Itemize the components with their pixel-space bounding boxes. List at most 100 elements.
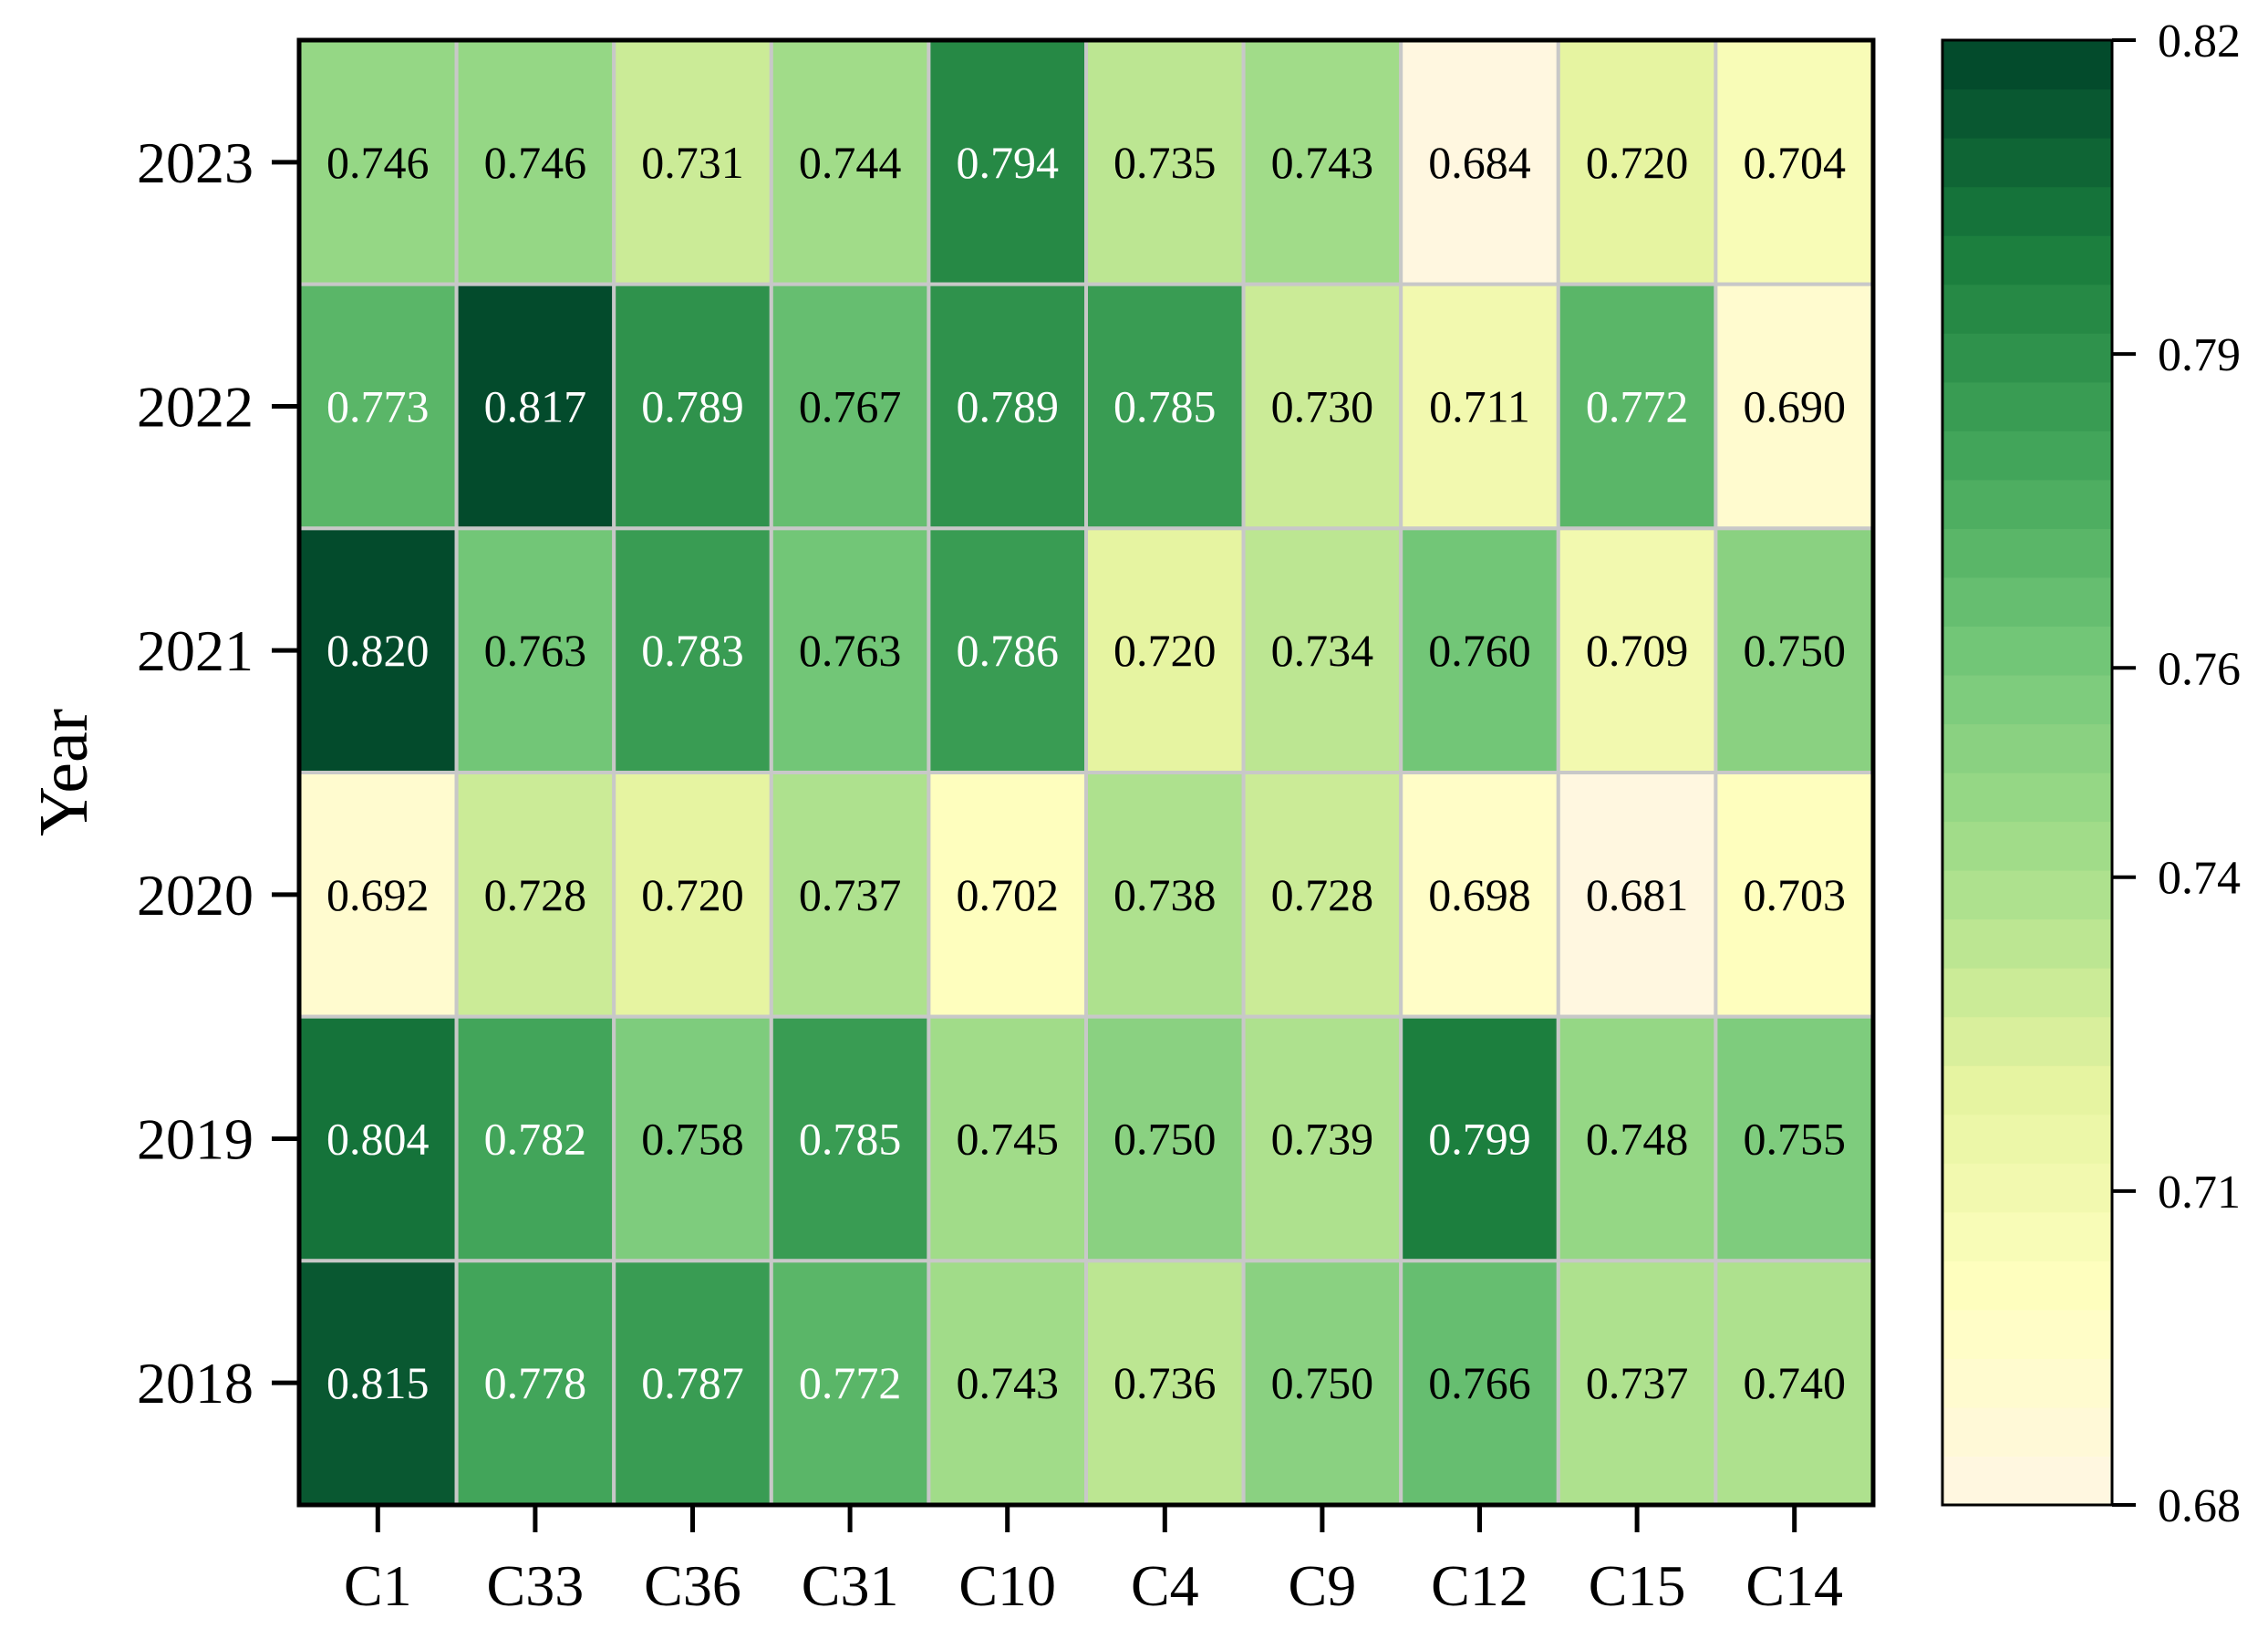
heatmap-cell-2022-c12 <box>1399 282 1560 531</box>
cell-value-label: 0.785 <box>1113 381 1217 432</box>
colorbar-band <box>1942 88 2112 139</box>
heatmap-cell-2020-c15 <box>1556 771 1718 1019</box>
heatmap-cell-2018-c15 <box>1556 1259 1718 1508</box>
cell-value-label: 0.743 <box>956 1357 1059 1408</box>
cell-value-label: 0.746 <box>484 137 587 188</box>
colorbar-band <box>1942 528 2112 578</box>
heatmap-cells: 0.746 0.746 0.731 0.744 0.794 0.735 0.743 0.684… <box>297 38 1876 1508</box>
heatmap-cell-2020-c1 <box>297 771 459 1019</box>
x-tick-label: C1 <box>344 1553 412 1618</box>
x-tick-label: C31 <box>802 1553 899 1618</box>
heatmap-cell-2021-c1 <box>297 526 459 774</box>
x-tick-label: C15 <box>1589 1553 1686 1618</box>
heatmap-cell-2023-c14 <box>1714 38 1876 286</box>
heatmap-cell-2022-c31 <box>769 282 931 531</box>
colorbar-band <box>1942 40 2112 90</box>
cell-value-label: 0.750 <box>1743 625 1846 676</box>
cell-value-label: 0.804 <box>326 1114 430 1165</box>
heatmap-cell-2023-c4 <box>1084 38 1246 286</box>
colorbar-tick-label: 0.74 <box>2158 853 2241 905</box>
cell-value-label: 0.763 <box>484 625 587 676</box>
cell-value-label: 0.787 <box>641 1357 744 1408</box>
cell-value-label: 0.744 <box>799 137 902 188</box>
colorbar-band <box>1942 1114 2112 1164</box>
heatmap-cell-2022-c14 <box>1714 282 1876 531</box>
x-tick-label: C12 <box>1431 1553 1528 1618</box>
cell-value-label: 0.785 <box>799 1114 902 1165</box>
colorbar-band <box>1942 626 2112 676</box>
cell-value-label: 0.720 <box>1113 625 1217 676</box>
heatmap-cell-2023-c1 <box>297 38 459 286</box>
heatmap-cell-2021-c36 <box>612 526 773 774</box>
heatmap-cell-2020-c4 <box>1084 771 1246 1019</box>
x-tick-label: C4 <box>1131 1553 1199 1618</box>
cell-value-label: 0.766 <box>1428 1357 1531 1408</box>
cell-value-label: 0.815 <box>326 1357 430 1408</box>
cell-value-label: 0.728 <box>484 869 587 920</box>
heatmap-cell-2018-c4 <box>1084 1259 1246 1508</box>
colorbar-band <box>1942 1358 2112 1408</box>
cell-value-label: 0.730 <box>1271 381 1374 432</box>
cell-value-label: 0.799 <box>1428 1114 1531 1165</box>
x-tick-label: C10 <box>958 1553 1056 1618</box>
cell-value-label: 0.748 <box>1586 1114 1689 1165</box>
colorbar-tick-label: 0.68 <box>2158 1480 2241 1532</box>
cell-value-label: 0.746 <box>326 137 430 188</box>
colorbar-band <box>1942 333 2112 383</box>
colorbar-band <box>1942 479 2112 529</box>
heatmap-cell-2019-c4 <box>1084 1014 1246 1263</box>
y-tick-label: 2019 <box>137 1107 254 1172</box>
cell-value-label: 0.711 <box>1429 381 1530 432</box>
x-tick-label: C9 <box>1289 1553 1357 1618</box>
cell-value-label: 0.789 <box>956 381 1059 432</box>
cell-value-label: 0.704 <box>1743 137 1846 188</box>
cell-value-label: 0.690 <box>1743 381 1846 432</box>
cell-value-label: 0.760 <box>1428 625 1531 676</box>
colorbar-band <box>1942 1065 2112 1115</box>
colorbar-band <box>1942 235 2112 285</box>
colorbar-band <box>1942 723 2112 773</box>
cell-value-label: 0.786 <box>956 625 1059 676</box>
colorbar-band <box>1942 773 2112 823</box>
cell-value-label: 0.684 <box>1428 137 1531 188</box>
heatmap-cell-2019-c10 <box>927 1014 1089 1263</box>
colorbar-band <box>1942 968 2112 1018</box>
y-axis-title: Year <box>26 709 102 836</box>
colorbar-band <box>1942 918 2112 969</box>
heatmap-cell-2018-c31 <box>769 1259 931 1508</box>
cell-value-label: 0.702 <box>956 869 1059 920</box>
heatmap-cell-2021-c15 <box>1556 526 1718 774</box>
y-tick-label: 2018 <box>137 1351 254 1416</box>
cell-value-label: 0.698 <box>1428 869 1531 920</box>
cell-value-label: 0.681 <box>1586 869 1689 920</box>
y-tick-label: 2021 <box>137 618 254 683</box>
cell-value-label: 0.739 <box>1271 1114 1374 1165</box>
cell-value-label: 0.737 <box>1586 1357 1689 1408</box>
cell-value-label: 0.703 <box>1743 869 1846 920</box>
colorbar-band <box>1942 186 2112 236</box>
heatmap-cell-2021-c9 <box>1241 526 1403 774</box>
cell-value-label: 0.772 <box>799 1357 902 1408</box>
heatmap-cell-2019-c33 <box>454 1014 616 1263</box>
colorbar-tick-label: 0.82 <box>2158 16 2241 67</box>
cell-value-label: 0.758 <box>641 1114 744 1165</box>
cell-value-label: 0.763 <box>799 625 902 676</box>
cell-value-label: 0.755 <box>1743 1114 1846 1165</box>
colorbar-band <box>1942 1309 2112 1359</box>
x-axis: C1 C33 C36 C31 C10 C4 C9 C12 C15 C14 <box>344 1505 1843 1618</box>
x-tick-label: C36 <box>644 1553 741 1618</box>
cell-value-label: 0.773 <box>326 381 430 432</box>
colorbar-band <box>1942 1211 2112 1261</box>
heatmap-cell-2019-c12 <box>1399 1014 1560 1263</box>
y-tick-label: 2020 <box>137 863 254 928</box>
heatmap-cell-2023-c12 <box>1399 38 1560 286</box>
x-tick-label: C33 <box>487 1553 585 1618</box>
colorbar: 0.68 0.71 0.74 0.76 0.79 0.82 <box>1941 16 2241 1532</box>
cell-value-label: 0.817 <box>484 381 587 432</box>
colorbar-tick-label: 0.71 <box>2158 1167 2241 1219</box>
cell-value-label: 0.736 <box>1113 1357 1217 1408</box>
heatmap-cell-2019-c9 <box>1241 1014 1403 1263</box>
cell-value-label: 0.794 <box>956 137 1059 188</box>
cell-value-label: 0.709 <box>1586 625 1689 676</box>
cell-value-label: 0.738 <box>1113 869 1217 920</box>
